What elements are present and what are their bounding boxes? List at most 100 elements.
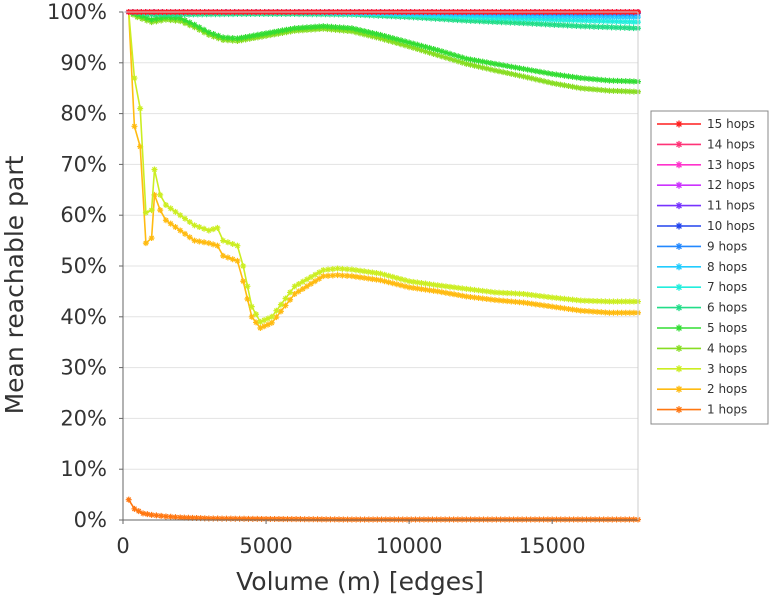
data-point <box>527 15 534 22</box>
data-point <box>263 30 270 37</box>
data-point <box>602 298 609 305</box>
data-point <box>205 240 212 247</box>
data-point <box>573 84 580 91</box>
legend-marker <box>675 324 683 332</box>
data-point <box>520 65 527 72</box>
data-point <box>500 297 507 304</box>
data-point <box>148 207 155 214</box>
data-point <box>538 21 545 28</box>
data-point <box>582 23 589 30</box>
data-point <box>604 18 611 25</box>
data-point <box>393 40 400 47</box>
legend-marker <box>675 365 683 373</box>
data-point <box>455 292 462 299</box>
data-point <box>167 205 174 212</box>
data-point <box>618 78 625 85</box>
data-point <box>577 23 584 30</box>
data-point <box>172 514 179 521</box>
tick-labels: 0% 10% 20% 30% 40% 50% 60% 70% 80% 90% 100% 0 5000 10… <box>47 0 586 558</box>
data-point <box>177 514 184 521</box>
data-point <box>532 301 539 308</box>
data-point <box>158 512 165 519</box>
data-point <box>242 33 249 40</box>
data-point <box>557 81 564 88</box>
data-point <box>378 516 385 523</box>
data-point <box>389 273 396 280</box>
data-point <box>442 516 449 523</box>
data-point <box>557 295 564 302</box>
data-point <box>630 298 637 305</box>
data-point <box>348 266 355 273</box>
data-point <box>181 11 188 18</box>
data-point <box>510 15 517 22</box>
data-point <box>414 285 421 292</box>
data-point <box>167 14 174 21</box>
data-point <box>524 66 531 73</box>
data-point <box>459 54 466 61</box>
data-point <box>609 13 616 20</box>
data-point <box>254 31 261 38</box>
data-point <box>143 14 150 21</box>
data-point <box>610 309 617 316</box>
data-point <box>402 277 409 284</box>
data-point <box>241 515 248 522</box>
data-point <box>357 30 364 37</box>
data-point <box>205 29 212 36</box>
data-point <box>434 47 441 54</box>
data-point <box>205 515 212 522</box>
data-point <box>212 11 219 18</box>
legend-marker <box>675 140 683 148</box>
data-point <box>514 516 521 523</box>
data-point <box>581 75 588 82</box>
data-point <box>508 70 515 77</box>
data-point <box>565 73 572 80</box>
data-point <box>451 57 458 64</box>
data-point <box>220 252 227 259</box>
data-point <box>565 296 572 303</box>
data-point <box>377 277 384 284</box>
data-point <box>246 33 253 40</box>
data-point <box>299 285 306 292</box>
data-point <box>373 276 380 283</box>
data-point <box>549 516 556 523</box>
data-point <box>186 11 193 18</box>
data-point <box>381 278 388 285</box>
data-point <box>414 14 421 21</box>
data-point <box>574 516 581 523</box>
data-point <box>540 516 547 523</box>
data-point <box>610 77 617 84</box>
data-point <box>240 263 247 269</box>
data-point <box>282 302 289 309</box>
data-point <box>131 75 138 82</box>
data-point <box>585 75 592 82</box>
data-point <box>614 88 621 95</box>
data-point <box>561 305 568 312</box>
data-point <box>506 516 513 523</box>
data-point <box>438 48 445 55</box>
y-tick-label: 40% <box>60 305 107 329</box>
data-point <box>172 224 179 231</box>
data-point <box>557 516 564 523</box>
data-point <box>410 40 417 47</box>
data-point <box>348 28 355 35</box>
legend-marker <box>675 202 683 210</box>
data-point <box>201 26 208 33</box>
data-point <box>339 265 346 272</box>
data-point <box>528 67 535 74</box>
data-point <box>151 191 158 198</box>
data-point <box>219 515 226 522</box>
data-point <box>240 278 247 285</box>
data-point <box>140 510 147 517</box>
data-point <box>599 24 606 31</box>
data-point <box>471 57 478 64</box>
data-point <box>496 289 503 296</box>
data-point <box>512 298 519 305</box>
data-point <box>479 64 486 71</box>
data-point <box>131 505 138 512</box>
data-point <box>544 16 551 23</box>
data-point <box>369 276 376 283</box>
data-point <box>224 254 231 261</box>
data-point <box>590 297 597 304</box>
data-point <box>608 24 615 31</box>
data-point <box>361 516 368 523</box>
